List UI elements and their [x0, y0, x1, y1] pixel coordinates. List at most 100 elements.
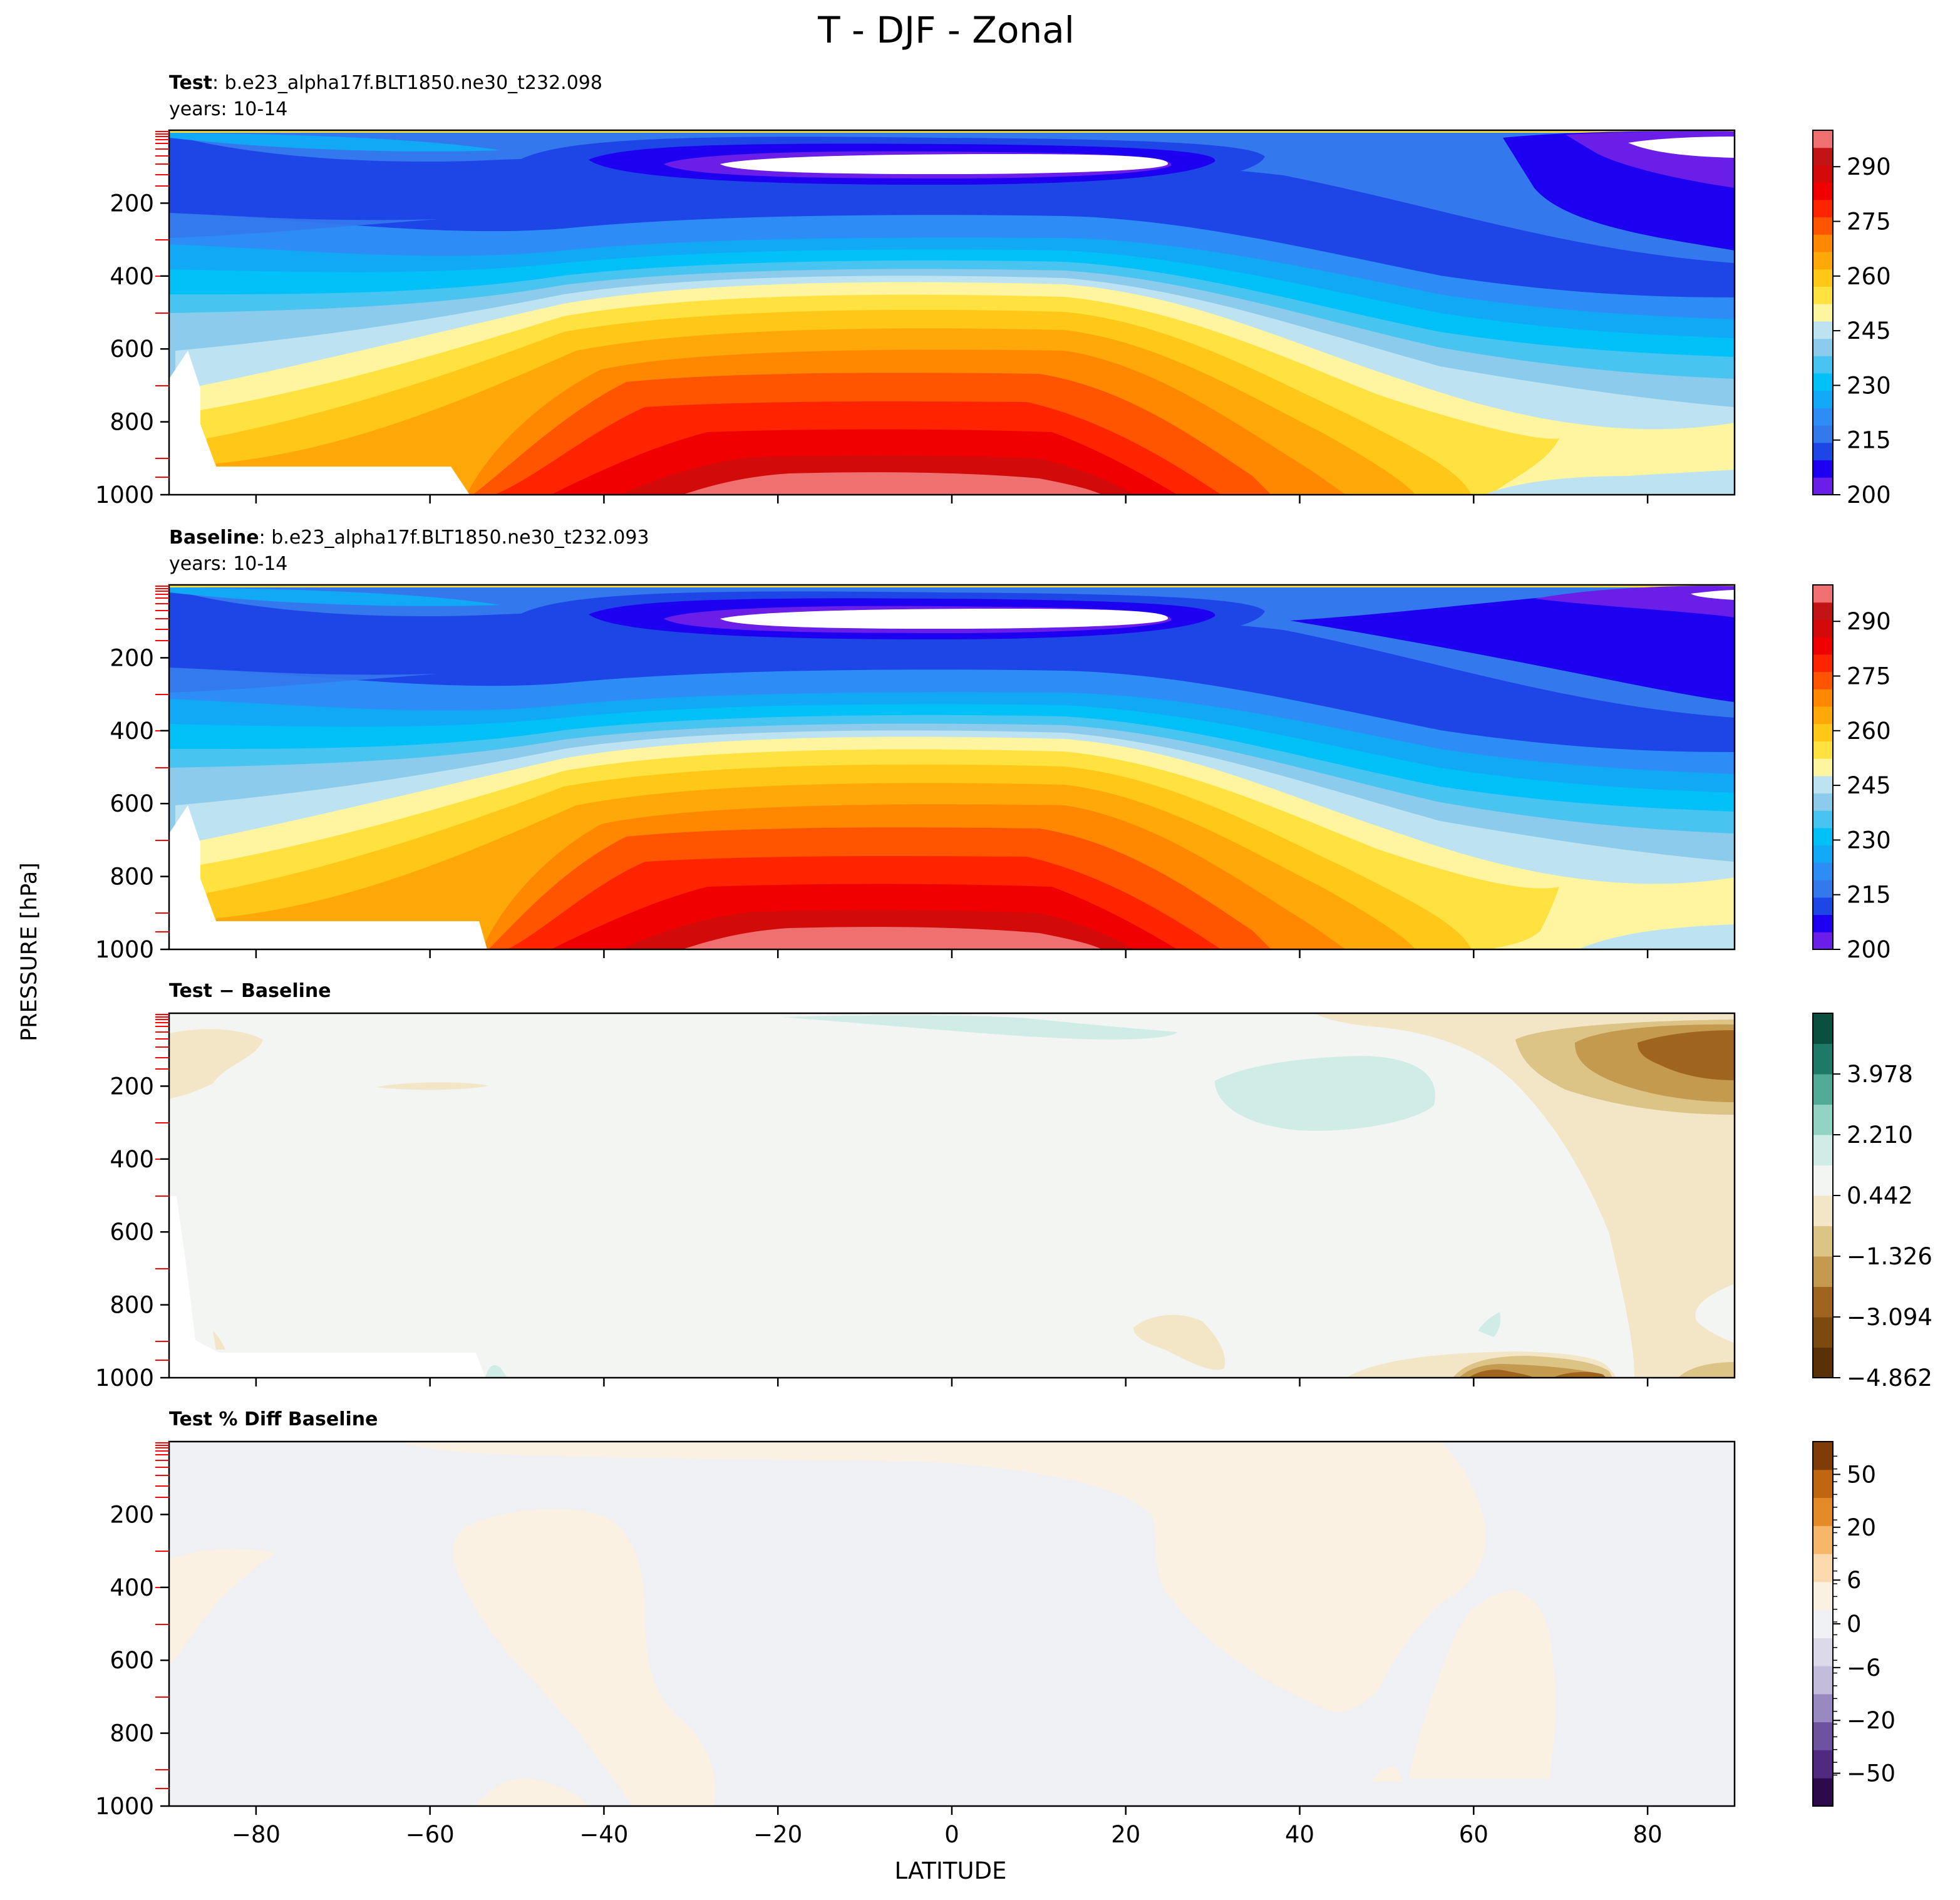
x-tick-label: 60: [1459, 1821, 1488, 1848]
colorbar-swatch: [1813, 130, 1833, 148]
colorbar-swatch: [1813, 775, 1833, 794]
colorbar-frame: [1812, 584, 1834, 950]
colorbar-tick-label: −6: [1847, 1655, 1881, 1681]
panel-test-title: Test: b.e23_alpha17f.BLT1850.ne30_t232.0…: [169, 72, 602, 94]
colorbar-swatch: [1813, 1609, 1833, 1638]
contour-band: [169, 1549, 276, 1666]
colorbar-swatch: [1813, 356, 1833, 374]
colorbar-tick-label: 3.978: [1847, 1061, 1913, 1088]
x-tick-label: −60: [406, 1821, 455, 1848]
colorbar-swatch: [1813, 654, 1833, 673]
contour-band: [169, 587, 501, 606]
colorbar-tick-label: 0: [1847, 1611, 1862, 1638]
colorbar-swatch: [1813, 286, 1833, 304]
contour-band: [169, 1013, 1735, 1378]
colorbar-tick-label: 200: [1847, 482, 1891, 509]
missing-data: [169, 838, 487, 949]
colorbar-swatch: [1813, 390, 1833, 408]
colorbar-swatch: [1813, 862, 1833, 880]
colorbar-swatch: [1813, 1317, 1833, 1348]
y-tick-label: 600: [110, 1647, 154, 1674]
colorbar-tick-label: 230: [1847, 827, 1891, 854]
colorbar-tick-label: 275: [1847, 663, 1891, 690]
colorbar-tick-label: 245: [1847, 772, 1891, 799]
contour-band: [1371, 1767, 1403, 1782]
colorbar-swatch: [1813, 1256, 1833, 1287]
colorbar-swatch: [1813, 199, 1833, 218]
contour-band: [783, 1015, 1177, 1040]
colorbar-tick-label: 20: [1847, 1514, 1876, 1541]
colorbar-swatch: [1813, 1043, 1833, 1075]
colorbar-swatch: [1813, 425, 1833, 443]
colorbar-tick-label: 275: [1847, 209, 1891, 235]
colorbar-tick-label: −4.862: [1847, 1365, 1932, 1391]
panel-baseline-contours: [169, 585, 1735, 949]
y-tick-label: 800: [110, 409, 154, 436]
colorbar-tick-label: 245: [1847, 318, 1891, 344]
y-tick-label: 200: [110, 644, 154, 671]
colorbar-tick-label: −50: [1847, 1760, 1896, 1787]
panel-difference: Test − Baseline: [95, 980, 1932, 1391]
y-axis-label: PRESSURE [hPa]: [17, 862, 42, 1041]
contour-band: [1484, 470, 1735, 495]
colorbar-swatch: [1813, 373, 1833, 391]
panel-test-minor-ticks: [155, 131, 169, 478]
colorbar-swatch: [1813, 585, 1833, 603]
colorbar-tick-label: 2.210: [1847, 1122, 1913, 1149]
contour-band: [1215, 1056, 1435, 1131]
contour-band: [476, 1779, 589, 1806]
figure-title: T - DJF - Zonal: [817, 9, 1075, 51]
panel-baseline-minor-ticks: [155, 586, 169, 932]
colorbar-swatch: [1813, 1581, 1833, 1611]
contour-band: [213, 1331, 225, 1350]
colorbar-swatch: [1813, 671, 1833, 689]
colorbar-tick-label: 230: [1847, 372, 1891, 399]
y-tick-label: 400: [110, 1574, 154, 1601]
colorbar-swatch: [1813, 1666, 1833, 1695]
colorbar-swatch: [1813, 1778, 1833, 1807]
colorbar-swatch: [1813, 1497, 1833, 1526]
contour-band: [169, 1029, 263, 1099]
colorbar-tick-label: 0.442: [1847, 1182, 1913, 1209]
colorbar-swatch: [1813, 165, 1833, 183]
colorbar-tick-label: 50: [1847, 1461, 1876, 1488]
colorbar-swatch: [1813, 828, 1833, 846]
contour-band: [401, 1442, 1486, 1712]
panel-percent-diff-contours: [169, 1442, 1735, 1806]
colorbar-swatch: [1813, 723, 1833, 741]
colorbar-tick-label: −1.326: [1847, 1243, 1932, 1270]
colorbar-tick-label: 215: [1847, 882, 1891, 909]
contour-band: [1133, 1314, 1225, 1370]
colorbar-swatch: [1813, 1526, 1833, 1554]
contour-band: [683, 927, 1102, 949]
contour-band: [1695, 1284, 1735, 1343]
colorbar-swatch: [1813, 269, 1833, 287]
colorbar-swatch: [1813, 897, 1833, 916]
panel-baseline: Baseline: b.e23_alpha17f.BLT1850.ne30_t2…: [95, 527, 1891, 963]
y-tick-label: 400: [110, 263, 154, 290]
contour-band: [1534, 586, 1735, 617]
y-tick-label: 800: [110, 864, 154, 891]
x-tick-label: 20: [1111, 1821, 1140, 1848]
y-tick-label: 400: [110, 718, 154, 745]
contour-band: [169, 213, 438, 238]
y-tick-label: 600: [110, 336, 154, 363]
contour-band: [1290, 586, 1735, 702]
colorbar-swatch: [1813, 1554, 1833, 1582]
colorbar-swatch: [1813, 1195, 1833, 1226]
colorbar-swatch: [1813, 182, 1833, 200]
panel-test-title-bold: Test: [169, 72, 212, 94]
panel-percent-diff-minor-ticks: [155, 1442, 169, 1789]
panel-difference-title: Test − Baseline: [169, 980, 331, 1002]
x-tick-label: −80: [232, 1821, 281, 1848]
colorbar-swatch: [1813, 1750, 1833, 1779]
panel-test-title-rest: : b.e23_alpha17f.BLT1850.ne30_t232.098: [212, 72, 602, 94]
colorbar-swatch: [1813, 460, 1833, 478]
colorbar-swatch: [1813, 932, 1833, 950]
colorbar-tick-label: −3.094: [1847, 1304, 1932, 1331]
colorbar-swatch: [1813, 1469, 1833, 1499]
colorbar-swatch: [1813, 1013, 1833, 1044]
y-tick-label: 1000: [95, 1793, 154, 1820]
